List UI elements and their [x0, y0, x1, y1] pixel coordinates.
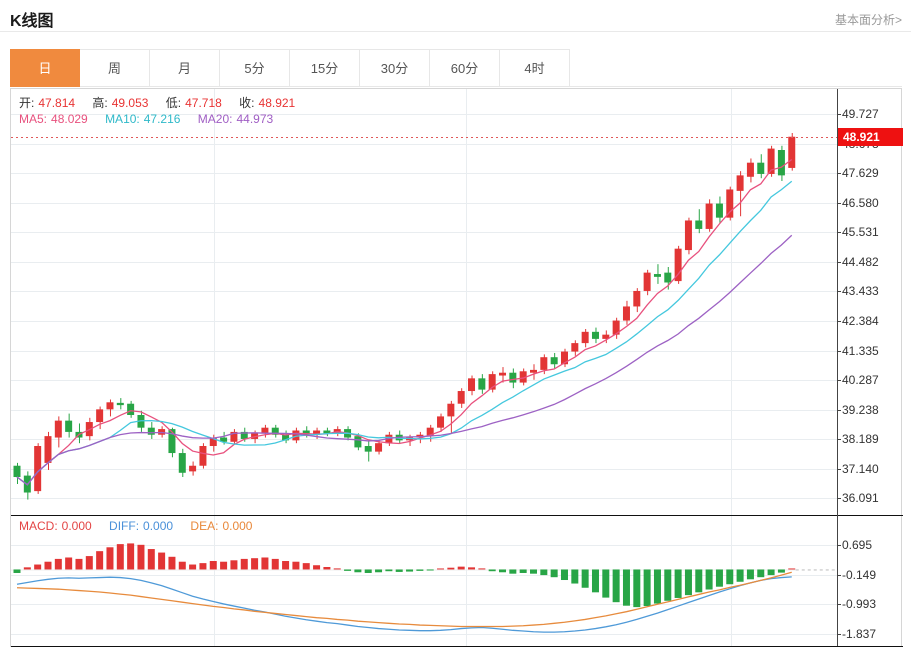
- page-title: K线图: [10, 13, 54, 30]
- macd-axis-label: -0.993: [842, 597, 877, 612]
- ma10-value: 47.216: [143, 112, 181, 126]
- ohlc-row: 开: 47.814 高: 49.053 低: 47.718 收: 48.921: [19, 94, 299, 111]
- macd-label: MACD:: [19, 519, 58, 533]
- tab-5min[interactable]: 5分: [220, 49, 290, 87]
- ma10-label: MA10:: [105, 112, 140, 126]
- kline-chart-panel: 开: 47.814 高: 49.053 低: 47.718 收: 48.921 MA5:…: [10, 88, 903, 648]
- price-axis-label: 41.335: [842, 343, 879, 358]
- macd-axis-label: 0.695: [842, 538, 873, 552]
- tab-month[interactable]: 月: [150, 49, 220, 87]
- price-axis-label: 46.580: [842, 195, 879, 210]
- diff-value: 0.000: [143, 519, 174, 533]
- high-label: 高:: [92, 96, 108, 110]
- tab-60min[interactable]: 60分: [430, 49, 500, 87]
- dea-value: 0.000: [222, 519, 253, 533]
- price-axis-label: 38.189: [842, 432, 879, 447]
- tab-day[interactable]: 日: [10, 49, 80, 87]
- price-axis-label: 36.091: [842, 491, 879, 506]
- macd-axis-label: -0.149: [842, 567, 877, 582]
- macd-row: MACD: 0.000 DIFF: 0.000 DEA: 0.000: [19, 519, 256, 533]
- price-axis-label: 44.482: [842, 254, 879, 269]
- tab-week[interactable]: 周: [80, 49, 150, 87]
- ma5-value: 48.029: [51, 112, 88, 126]
- price-axis-label: 49.727: [842, 107, 879, 121]
- chart-canvas[interactable]: [11, 89, 903, 648]
- interval-tab-bar: 日周月 5分 15分 30分 60分 4时: [10, 49, 902, 87]
- high-value: 49.053: [111, 96, 149, 110]
- close-label: 收:: [239, 96, 255, 110]
- diff-label: DIFF:: [109, 519, 140, 533]
- ma20-label: MA20:: [197, 112, 233, 126]
- price-axis-label: 47.629: [842, 166, 879, 181]
- open-value: 47.814: [38, 96, 76, 110]
- close-value: 48.921: [258, 96, 296, 110]
- macd-value: 0.000: [61, 519, 92, 533]
- price-axis-label: 40.287: [842, 373, 879, 388]
- price-axis-label: 42.384: [842, 313, 879, 328]
- price-axis-label: 45.531: [842, 225, 879, 240]
- low-label: 低:: [165, 96, 182, 110]
- low-value: 47.718: [185, 96, 222, 110]
- tab-30min[interactable]: 30分: [360, 49, 430, 87]
- ma5-label: MA5:: [19, 112, 48, 126]
- price-axis-label: 37.140: [842, 461, 879, 476]
- price-axis-label: 43.433: [842, 284, 879, 299]
- ma-row: MA5: 48.029 MA10: 47.216 MA20: 44.973: [19, 112, 277, 126]
- price-axis-label: 39.238: [842, 402, 879, 417]
- dea-label: DEA:: [190, 519, 219, 533]
- open-label: 开:: [19, 96, 35, 110]
- tab-4hour[interactable]: 4时: [500, 49, 570, 87]
- current-price-tag: 48.921: [838, 127, 903, 146]
- macd-axis-label: -1.837: [842, 627, 877, 642]
- fundamental-analysis-link[interactable]: 基本面分析>: [834, 13, 902, 27]
- tab-15min[interactable]: 15分: [290, 49, 360, 87]
- header-divider: [0, 31, 911, 32]
- ma20-value: 44.973: [236, 112, 274, 126]
